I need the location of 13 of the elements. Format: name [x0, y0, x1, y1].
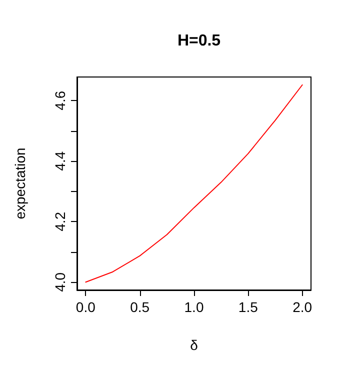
y-tick-label: 4.2 [52, 212, 68, 232]
x-tick-label: 0.0 [76, 299, 96, 315]
x-tick-label: 2.0 [292, 299, 312, 315]
x-axis-title: δ [190, 337, 198, 353]
x-tick-label: 1.0 [184, 299, 204, 315]
x-tick-label: 1.5 [238, 299, 258, 315]
y-tick-label: 4.4 [52, 151, 68, 171]
y-tick-label: 4.6 [52, 90, 68, 110]
chart-title: H=0.5 [177, 32, 221, 50]
y-tick-label: 4.0 [52, 272, 68, 292]
line-series [85, 84, 303, 283]
x-tick-label: 0.5 [130, 299, 150, 315]
y-axis-title: expectation [12, 148, 28, 220]
